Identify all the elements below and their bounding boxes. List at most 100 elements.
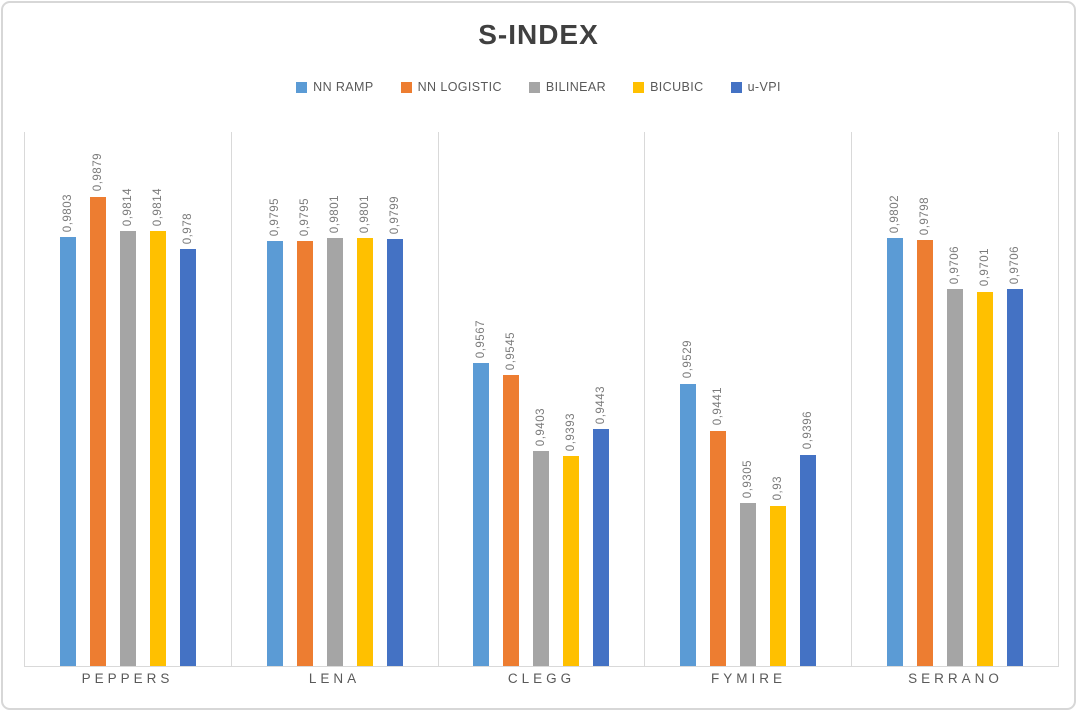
category-axis: PEPPERS LENA CLEGG FYMIRE SERRANO xyxy=(24,671,1059,686)
category-label-peppers: PEPPERS xyxy=(81,671,174,686)
bar-clegg-bicubic xyxy=(563,456,580,666)
legend-label: NN RAMP xyxy=(313,80,374,94)
bar-clegg-bilinear xyxy=(533,450,550,666)
legend-marker-icon xyxy=(633,81,645,93)
bar-slot-lena-u-vpi: 0,9799 xyxy=(386,132,403,666)
bar-slot-lena-nn-logistic: 0,9795 xyxy=(296,132,313,666)
legend-label: u-VPI xyxy=(747,80,781,94)
bar-fymire-u-vpi xyxy=(800,454,817,666)
bar-serrano-bilinear xyxy=(947,289,964,666)
bar-slot-peppers-nn-logistic: 0,9879 xyxy=(89,132,106,666)
bar-value-label: 0,9441 xyxy=(712,387,725,426)
bar-fymire-nn-ramp xyxy=(680,383,697,666)
panel-peppers: 0,9803 0,9879 0,9814 0,9814 0,978 xyxy=(24,132,231,666)
bar-peppers-u-vpi xyxy=(179,249,196,666)
bar-value-label: 0,9443 xyxy=(595,386,608,425)
category-label-clegg: CLEGG xyxy=(507,671,576,686)
category-label-lena: LENA xyxy=(308,671,361,686)
bar-slot-clegg-nn-ramp: 0,9567 xyxy=(473,132,490,666)
bar-serrano-nn-ramp xyxy=(887,237,904,666)
bar-value-label: 0,9799 xyxy=(388,196,401,235)
bar-value-label: 0,9706 xyxy=(1009,245,1022,284)
legend-label: NN LOGISTIC xyxy=(417,80,502,94)
legend-item-nn-logistic: NN LOGISTIC xyxy=(400,80,502,94)
bar-slot-clegg-bicubic: 0,9393 xyxy=(563,132,580,666)
bar-slot-fymire-nn-logistic: 0,9441 xyxy=(710,132,727,666)
bar-peppers-bicubic xyxy=(149,231,166,666)
bar-fymire-bicubic xyxy=(770,505,787,666)
bar-serrano-bicubic xyxy=(977,291,994,666)
bar-slot-lena-nn-ramp: 0,9795 xyxy=(266,132,283,666)
legend-label: BICUBIC xyxy=(650,80,704,94)
bar-value-label: 0,9798 xyxy=(919,196,932,235)
chart-title: S-INDEX xyxy=(478,19,599,50)
bar-value-label: 0,9545 xyxy=(505,331,518,370)
bar-value-label: 0,9802 xyxy=(889,194,902,233)
panel-fymire: 0,9529 0,9441 0,9305 0,93 0,9396 xyxy=(644,132,851,666)
legend-marker-icon xyxy=(400,81,412,93)
bar-lena-bilinear xyxy=(326,238,343,666)
bar-slot-serrano-nn-ramp: 0,9802 xyxy=(887,132,904,666)
bar-slot-serrano-bilinear: 0,9706 xyxy=(947,132,964,666)
bar-slot-peppers-bicubic: 0,9814 xyxy=(149,132,166,666)
bar-value-label: 0,93 xyxy=(772,476,785,501)
bar-serrano-nn-logistic xyxy=(917,239,934,666)
bar-slot-lena-bicubic: 0,9801 xyxy=(356,132,373,666)
bar-value-label: 0,9393 xyxy=(565,412,578,452)
bar-value-label: 0,9795 xyxy=(268,198,281,237)
bar-slot-peppers-u-vpi: 0,978 xyxy=(179,132,196,666)
legend-item-u-vpi: u-VPI xyxy=(730,80,781,94)
bar-lena-bicubic xyxy=(356,238,373,666)
bar-value-label: 0,9529 xyxy=(682,340,695,379)
bar-value-label: 0,9795 xyxy=(298,198,311,237)
legend-marker-icon xyxy=(528,81,540,93)
legend: NN RAMP NN LOGISTIC BILINEAR BICUBIC u-VPI xyxy=(3,80,1074,94)
bar-value-label: 0,9567 xyxy=(475,320,488,359)
bar-value-label: 0,9879 xyxy=(91,153,104,192)
bar-clegg-u-vpi xyxy=(593,429,610,666)
bar-value-label: 0,9706 xyxy=(949,245,962,284)
bar-slot-fymire-nn-ramp: 0,9529 xyxy=(680,132,697,666)
legend-item-bilinear: BILINEAR xyxy=(528,80,607,94)
panel-serrano: 0,9802 0,9798 0,9706 0,9701 0,9706 xyxy=(851,132,1059,666)
bar-peppers-bilinear xyxy=(119,231,136,666)
legend-marker-icon xyxy=(296,81,308,93)
bar-lena-nn-ramp xyxy=(266,241,283,666)
legend-label: BILINEAR xyxy=(545,80,607,94)
bar-slot-peppers-bilinear: 0,9814 xyxy=(119,132,136,666)
panel-lena: 0,9795 0,9795 0,9801 0,9801 0,9799 xyxy=(230,132,438,666)
bar-slot-clegg-bilinear: 0,9403 xyxy=(533,132,550,666)
bar-serrano-u-vpi xyxy=(1007,289,1024,666)
bar-peppers-nn-ramp xyxy=(59,237,76,666)
bar-value-label: 0,9396 xyxy=(802,411,815,450)
bar-slot-serrano-bicubic: 0,9701 xyxy=(977,132,994,666)
bar-slot-fymire-bilinear: 0,9305 xyxy=(740,132,757,666)
bar-slot-serrano-u-vpi: 0,9706 xyxy=(1007,132,1024,666)
bar-value-label: 0,9305 xyxy=(742,459,755,499)
bar-lena-nn-logistic xyxy=(296,241,313,666)
bar-value-label: 0,978 xyxy=(181,213,194,245)
bar-slot-clegg-u-vpi: 0,9443 xyxy=(593,132,610,666)
bar-clegg-nn-logistic xyxy=(503,374,520,666)
bar-slot-fymire-u-vpi: 0,9396 xyxy=(800,132,817,666)
bar-slot-fymire-bicubic: 0,93 xyxy=(770,132,787,666)
bar-slot-peppers-nn-ramp: 0,9803 xyxy=(59,132,76,666)
bar-value-label: 0,9803 xyxy=(61,194,74,233)
bar-value-label: 0,9814 xyxy=(121,188,134,227)
bar-peppers-nn-logistic xyxy=(89,196,106,666)
bar-value-label: 0,9403 xyxy=(535,407,548,446)
bar-fymire-bilinear xyxy=(740,503,757,666)
legend-item-nn-ramp: NN RAMP xyxy=(296,80,373,94)
bar-slot-clegg-nn-logistic: 0,9545 xyxy=(503,132,520,666)
bar-value-label: 0,9701 xyxy=(979,248,992,287)
bar-value-label: 0,9814 xyxy=(151,188,164,227)
bar-slot-lena-bilinear: 0,9801 xyxy=(326,132,343,666)
bar-value-label: 0,9801 xyxy=(358,195,371,234)
legend-marker-icon xyxy=(730,81,742,93)
bar-value-label: 0,9801 xyxy=(328,195,341,234)
category-label-fymire: FYMIRE xyxy=(710,671,786,686)
legend-item-bicubic: BICUBIC xyxy=(633,80,704,94)
plot-area: 0,9803 0,9879 0,9814 0,9814 0,978 0,9795 0,979… xyxy=(24,132,1059,667)
bar-slot-serrano-nn-logistic: 0,9798 xyxy=(917,132,934,666)
